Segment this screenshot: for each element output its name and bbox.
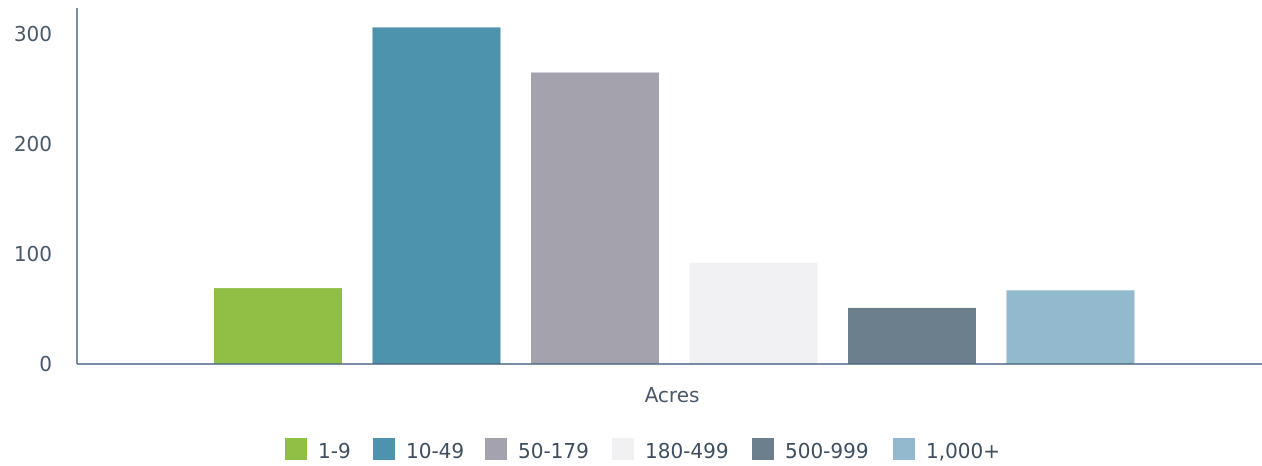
y-tick-label-300: 300 bbox=[14, 22, 52, 46]
legend-item-50-179: 50-179 bbox=[485, 438, 589, 463]
y-tick-label-100: 100 bbox=[14, 242, 52, 266]
legend-label-1-9: 1-9 bbox=[318, 439, 351, 463]
legend: 1-9 10-49 50-179 180-499 500-999 1,000+ bbox=[285, 438, 1000, 463]
y-axis-ticks: 0 100 200 300 bbox=[14, 22, 52, 376]
legend-swatch-50-179 bbox=[485, 438, 507, 460]
x-axis-title: Acres bbox=[645, 383, 700, 407]
legend-item-180-499: 180-499 bbox=[612, 438, 729, 463]
bar-500-999 bbox=[848, 307, 976, 364]
bar-1,000+ bbox=[1006, 290, 1135, 364]
legend-item-1-9: 1-9 bbox=[285, 438, 351, 463]
bar-50-179 bbox=[531, 72, 659, 364]
bar-10-49 bbox=[372, 27, 501, 365]
bar-180-499 bbox=[689, 262, 818, 364]
y-tick-label-0: 0 bbox=[39, 352, 52, 376]
legend-label-1,000+: 1,000+ bbox=[926, 439, 1000, 463]
bars bbox=[214, 27, 1135, 365]
legend-swatch-500-999 bbox=[752, 438, 774, 460]
legend-swatch-1,000+ bbox=[893, 438, 915, 460]
legend-swatch-10-49 bbox=[373, 438, 395, 460]
legend-item-500-999: 500-999 bbox=[752, 438, 869, 463]
legend-label-50-179: 50-179 bbox=[518, 439, 589, 463]
legend-swatch-1-9 bbox=[285, 438, 307, 460]
legend-label-10-49: 10-49 bbox=[406, 439, 464, 463]
legend-label-500-999: 500-999 bbox=[785, 439, 869, 463]
bar-1-9 bbox=[214, 288, 342, 364]
y-tick-label-200: 200 bbox=[14, 132, 52, 156]
legend-label-180-499: 180-499 bbox=[645, 439, 729, 463]
legend-item-1,000+: 1,000+ bbox=[893, 438, 1000, 463]
legend-swatch-180-499 bbox=[612, 438, 634, 460]
legend-item-10-49: 10-49 bbox=[373, 438, 464, 463]
